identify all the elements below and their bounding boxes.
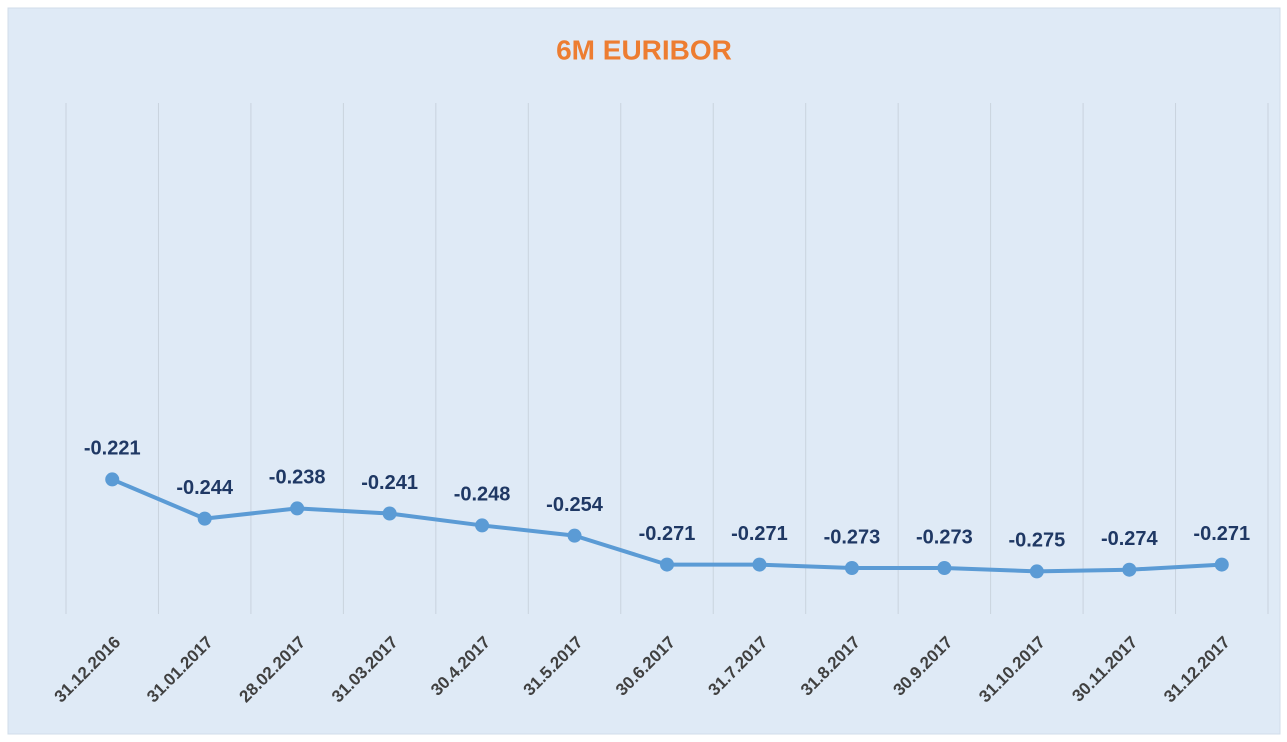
data-label: -0.273 [916,526,973,548]
data-point [844,561,859,576]
data-label: -0.221 [84,438,141,460]
data-point [197,511,212,526]
data-point [382,506,397,521]
data-point [567,528,582,543]
data-label: -0.241 [361,472,418,494]
data-label: -0.271 [1193,523,1250,545]
data-label: -0.273 [824,526,881,548]
data-point [937,561,952,576]
data-label: -0.274 [1101,528,1159,550]
data-point [752,557,767,572]
data-point [290,501,305,516]
data-label: -0.275 [1008,530,1065,552]
data-point [1214,557,1229,572]
data-label: -0.248 [454,484,511,506]
chart-area [7,7,1281,735]
data-point [475,518,490,533]
chart-title: 6M EURIBOR [556,34,732,65]
data-label: -0.244 [176,477,234,499]
data-point [1122,562,1137,577]
data-label: -0.271 [731,523,788,545]
data-label: -0.271 [639,523,696,545]
data-point [1029,564,1044,579]
data-label: -0.238 [269,467,326,489]
data-point [105,472,120,487]
data-label: -0.254 [546,494,604,516]
data-point [660,557,674,572]
